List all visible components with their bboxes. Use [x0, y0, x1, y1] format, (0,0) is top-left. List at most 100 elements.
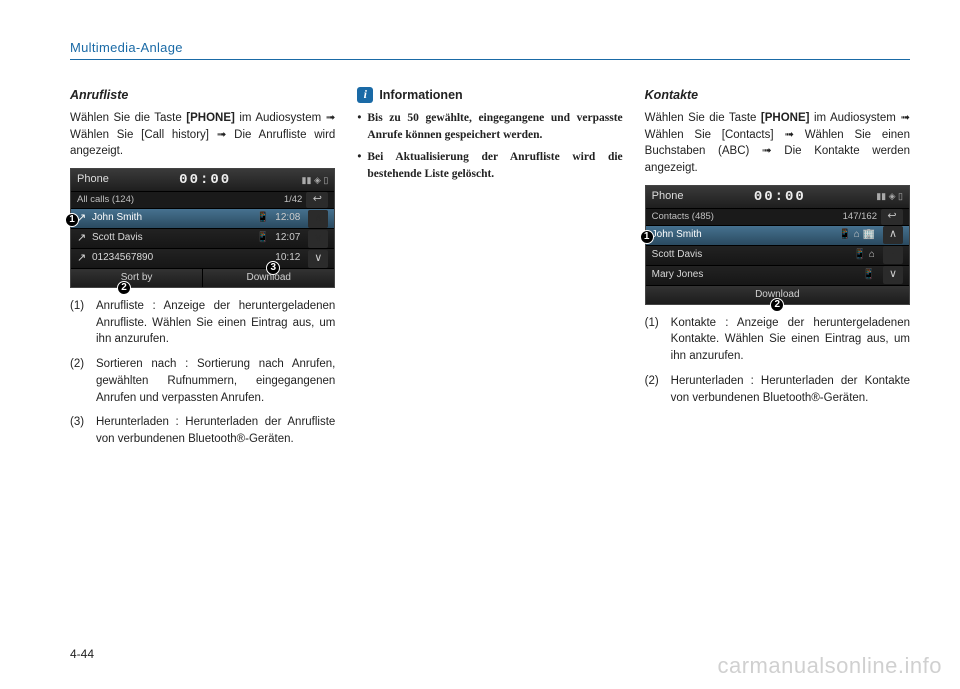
spacer: ∧ — [308, 210, 328, 228]
arrow-icon: ➟ — [784, 129, 794, 141]
callout-2: 2 — [117, 281, 131, 295]
subtitle: Contacts (485) — [652, 210, 714, 224]
call-time: 12:08 — [275, 211, 300, 226]
phone-subbar: All calls (124) 1/42 ↩ — [71, 191, 334, 209]
phone-title: Phone — [652, 189, 684, 205]
mobile-icon: 📱 — [257, 231, 269, 246]
num: (1) — [70, 298, 92, 348]
contact-name: John Smith — [652, 228, 702, 243]
contact-name: Scott Davis — [92, 231, 143, 246]
bullet-icon: • — [357, 149, 361, 182]
list-item[interactable]: Mary Jones 📱 ∨ — [646, 266, 909, 286]
page: Multimedia-Anlage Anrufliste Wählen Sie … — [0, 0, 960, 486]
t: Wählen Sie die Taste — [70, 112, 186, 124]
down-arrow-icon[interactable]: ∨ — [308, 250, 328, 268]
t: [PHONE] — [186, 112, 235, 124]
phone-clock: 00:00 — [115, 170, 296, 190]
phone-bottom-buttons: Sort by Download — [71, 269, 334, 287]
info-heading: i Informationen — [357, 86, 622, 104]
info-bullet: • Bei Aktualisierung der Anrufliste wird… — [357, 149, 622, 182]
call-time: 12:07 — [275, 231, 300, 246]
t: Wählen Sie [Contacts] — [645, 129, 785, 141]
list-item-2: (2) Herunterladen : Herunterladen der Ko… — [645, 373, 910, 406]
list-item-2: (2) Sortieren nach : Sortierung nach Anr… — [70, 356, 335, 406]
contact-type-icons: 📱 ⌂ 🏢 — [838, 228, 875, 243]
sort-by-button[interactable]: Sort by — [71, 269, 203, 287]
list-item-1: (1) Kontakte : Anzeige der heruntergelad… — [645, 315, 910, 365]
list-item[interactable]: John Smith 📱 ⌂ 🏢 ∧ — [646, 226, 909, 246]
section-header: Multimedia-Anlage — [70, 40, 910, 59]
phone-title: Phone — [77, 172, 109, 188]
mobile-icon: 📱 — [257, 211, 269, 226]
up-arrow-icon[interactable]: ∧ — [883, 226, 903, 244]
text: Kontakte : Anzeige der heruntergeladenen… — [671, 315, 910, 365]
bullet-text: Bei Aktualisierung der Anrufliste wird d… — [367, 149, 622, 182]
list-item-1: (1) Anrufliste : Anzeige der heruntergel… — [70, 298, 335, 348]
callout-2: 2 — [770, 298, 784, 312]
info-bullet: • Bis zu 50 gewählte, eingegangene und v… — [357, 110, 622, 143]
t: [PHONE] — [761, 112, 810, 124]
t: Wählen Sie [Call history] — [70, 129, 217, 141]
col1-intro: Wählen Sie die Taste [PHONE] im Audiosys… — [70, 110, 335, 160]
page-number: 4-44 — [70, 647, 94, 661]
list-item-3: (3) Herunterladen : Herunterladen der An… — [70, 414, 335, 447]
back-icon[interactable]: ↩ — [306, 192, 328, 208]
t: im Audiosystem — [809, 112, 900, 124]
phone-screenshot-contacts: Phone 00:00 ▮▮ ◈ ▯ Contacts (485) 147/16… — [645, 185, 910, 305]
text: Herunterladen : Herunterladen der Anrufl… — [96, 414, 335, 447]
column-3: Kontakte Wählen Sie die Taste [PHONE] im… — [645, 86, 910, 456]
phone-subbar: Contacts (485) 147/162 ↩ — [646, 208, 909, 226]
arrow-icon: ➟ — [762, 145, 772, 157]
t: Wählen Sie die Taste — [645, 112, 761, 124]
columns: Anrufliste Wählen Sie die Taste [PHONE] … — [70, 86, 910, 456]
col1-heading: Anrufliste — [70, 86, 335, 104]
column-1: Anrufliste Wählen Sie die Taste [PHONE] … — [70, 86, 335, 456]
outgoing-call-icon: ↗ — [77, 231, 87, 247]
phone-topbar: Phone 00:00 ▮▮ ◈ ▯ — [646, 186, 909, 208]
num: (2) — [70, 356, 92, 406]
contact-name: 01234567890 — [92, 251, 153, 266]
column-2: i Informationen • Bis zu 50 gewählte, ei… — [357, 86, 622, 456]
contact-type-icons: 📱 ⌂ — [854, 248, 875, 263]
list-item[interactable]: Scott Davis 📱 ⌂ · — [646, 246, 909, 266]
phone-rows: 1 ↗ John Smith 📱 12:08 ∧ — [71, 209, 334, 269]
num: (3) — [70, 414, 92, 447]
phone-screenshot-callhistory: Phone 00:00 ▮▮ ◈ ▯ All calls (124) 1/42 … — [70, 168, 335, 288]
text: Herunterladen : Herunterladen der Kontak… — [671, 373, 910, 406]
phone-clock: 00:00 — [689, 187, 870, 207]
contact-name: Mary Jones — [652, 268, 704, 283]
num: (1) — [645, 315, 667, 365]
info-icon: i — [357, 87, 373, 103]
col3-heading: Kontakte — [645, 86, 910, 104]
t: im Audiosystem — [235, 112, 326, 124]
phone-status-icons: ▮▮ ◈ ▯ — [876, 190, 903, 203]
list-item[interactable]: ↗ Scott Davis 📱 12:07 ∨ — [71, 229, 334, 249]
down-arrow-icon[interactable]: ∨ — [883, 266, 903, 284]
callout-1: 1 — [640, 230, 654, 244]
list-item[interactable]: ↗ John Smith 📱 12:08 ∧ — [71, 209, 334, 229]
contact-name: John Smith — [92, 211, 142, 226]
list-item[interactable]: ↗ 01234567890 10:12 ∨ — [71, 249, 334, 269]
col3-intro: Wählen Sie die Taste [PHONE] im Audiosys… — [645, 110, 910, 177]
spacer: ∨ — [308, 230, 328, 248]
text: Anrufliste : Anzeige der heruntergeladen… — [96, 298, 335, 348]
arrow-icon: ➟ — [900, 112, 910, 124]
page-indicator: 1/42 — [284, 193, 303, 207]
arrow-icon: ➟ — [326, 112, 336, 124]
info-title: Informationen — [379, 86, 462, 104]
outgoing-call-icon: ↗ — [77, 251, 87, 267]
phone-rows: 1 John Smith 📱 ⌂ 🏢 ∧ Scott Davis — [646, 226, 909, 286]
back-icon[interactable]: ↩ — [881, 209, 903, 225]
num: (2) — [645, 373, 667, 406]
page-indicator: 147/162 — [843, 210, 877, 224]
header-rule — [70, 59, 910, 60]
contact-name: Scott Davis — [652, 248, 703, 263]
contact-type-icons: 📱 — [863, 268, 875, 283]
bullet-text: Bis zu 50 gewählte, eingegangene und ver… — [367, 110, 622, 143]
phone-status-icons: ▮▮ ◈ ▯ — [302, 174, 329, 187]
subtitle: All calls (124) — [77, 193, 134, 207]
text: Sortieren nach : Sortierung nach Anrufen… — [96, 356, 335, 406]
arrow-icon: ➟ — [217, 129, 227, 141]
spacer: · — [883, 246, 903, 264]
phone-topbar: Phone 00:00 ▮▮ ◈ ▯ — [71, 169, 334, 191]
